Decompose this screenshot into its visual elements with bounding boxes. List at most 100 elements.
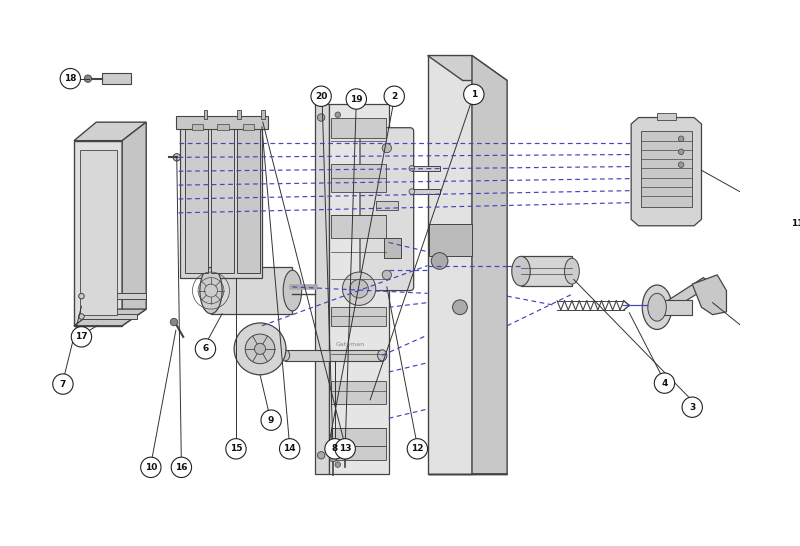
Bar: [102, 73, 131, 84]
Ellipse shape: [281, 350, 290, 361]
Text: 11: 11: [791, 219, 800, 228]
Bar: [79, 150, 117, 314]
Bar: [384, 238, 401, 258]
Text: 20: 20: [315, 92, 327, 101]
Text: 4: 4: [662, 378, 668, 388]
Text: 2: 2: [391, 92, 398, 101]
Ellipse shape: [170, 318, 178, 326]
Circle shape: [431, 253, 448, 269]
Bar: [430, 224, 472, 256]
Bar: [74, 141, 122, 326]
Circle shape: [71, 327, 92, 347]
Polygon shape: [427, 56, 507, 80]
Bar: [285, 350, 382, 361]
Circle shape: [678, 149, 684, 155]
Circle shape: [311, 86, 331, 106]
Text: 12: 12: [411, 444, 424, 453]
Ellipse shape: [283, 270, 302, 311]
Circle shape: [678, 136, 684, 141]
Bar: [185, 127, 208, 273]
Text: 3: 3: [689, 403, 695, 412]
Circle shape: [171, 457, 191, 478]
Polygon shape: [631, 117, 702, 226]
Circle shape: [384, 86, 405, 106]
Circle shape: [279, 438, 300, 459]
Circle shape: [53, 374, 73, 394]
Bar: [376, 201, 398, 210]
Circle shape: [346, 89, 366, 109]
Circle shape: [261, 410, 282, 430]
Text: 19: 19: [350, 94, 362, 104]
Polygon shape: [122, 122, 146, 326]
Bar: [243, 124, 254, 129]
Circle shape: [464, 84, 484, 105]
Circle shape: [382, 144, 391, 153]
Bar: [82, 314, 137, 319]
Text: 15: 15: [230, 444, 242, 453]
Circle shape: [195, 339, 216, 359]
Bar: [329, 104, 389, 474]
Text: 9: 9: [268, 416, 274, 425]
Bar: [331, 164, 386, 192]
Bar: [237, 127, 260, 273]
Text: 1: 1: [470, 90, 477, 99]
Bar: [191, 124, 202, 129]
Bar: [211, 268, 293, 314]
Circle shape: [60, 68, 81, 89]
Ellipse shape: [173, 153, 181, 161]
Bar: [211, 127, 234, 273]
Text: 18: 18: [64, 74, 77, 83]
Polygon shape: [427, 56, 472, 474]
Ellipse shape: [78, 293, 84, 299]
Circle shape: [246, 334, 275, 364]
Bar: [412, 165, 439, 171]
Bar: [314, 104, 329, 474]
Circle shape: [335, 462, 341, 467]
Circle shape: [318, 114, 325, 121]
Circle shape: [682, 397, 702, 417]
Bar: [657, 113, 675, 120]
Circle shape: [330, 454, 337, 462]
Text: 17: 17: [75, 333, 88, 341]
Circle shape: [407, 438, 427, 459]
Circle shape: [678, 162, 684, 168]
Bar: [642, 132, 692, 207]
Circle shape: [350, 280, 368, 298]
Text: 13: 13: [339, 444, 351, 453]
Polygon shape: [74, 309, 146, 326]
Text: 16: 16: [175, 463, 188, 472]
Bar: [203, 110, 207, 120]
Bar: [237, 110, 241, 120]
Ellipse shape: [409, 189, 414, 194]
Bar: [331, 307, 386, 326]
Circle shape: [654, 373, 674, 393]
Ellipse shape: [378, 350, 387, 361]
Circle shape: [226, 438, 246, 459]
Polygon shape: [472, 56, 507, 474]
Bar: [331, 117, 386, 138]
Polygon shape: [74, 122, 146, 141]
Text: 7: 7: [60, 379, 66, 389]
Ellipse shape: [648, 293, 666, 321]
FancyBboxPatch shape: [360, 128, 414, 290]
Bar: [412, 189, 439, 194]
Text: 6: 6: [202, 345, 209, 353]
Ellipse shape: [642, 285, 672, 329]
Ellipse shape: [200, 268, 222, 314]
Ellipse shape: [78, 314, 84, 319]
Bar: [261, 110, 265, 120]
Circle shape: [141, 457, 161, 478]
Bar: [331, 381, 386, 405]
Circle shape: [382, 270, 391, 280]
Ellipse shape: [512, 256, 530, 286]
Circle shape: [453, 300, 467, 314]
Text: 10: 10: [145, 463, 157, 472]
Bar: [82, 293, 146, 299]
Text: 8: 8: [332, 444, 338, 453]
Bar: [331, 215, 386, 238]
Circle shape: [318, 452, 325, 459]
Circle shape: [325, 438, 345, 459]
Circle shape: [787, 214, 800, 234]
Ellipse shape: [409, 165, 414, 171]
Ellipse shape: [565, 258, 579, 284]
